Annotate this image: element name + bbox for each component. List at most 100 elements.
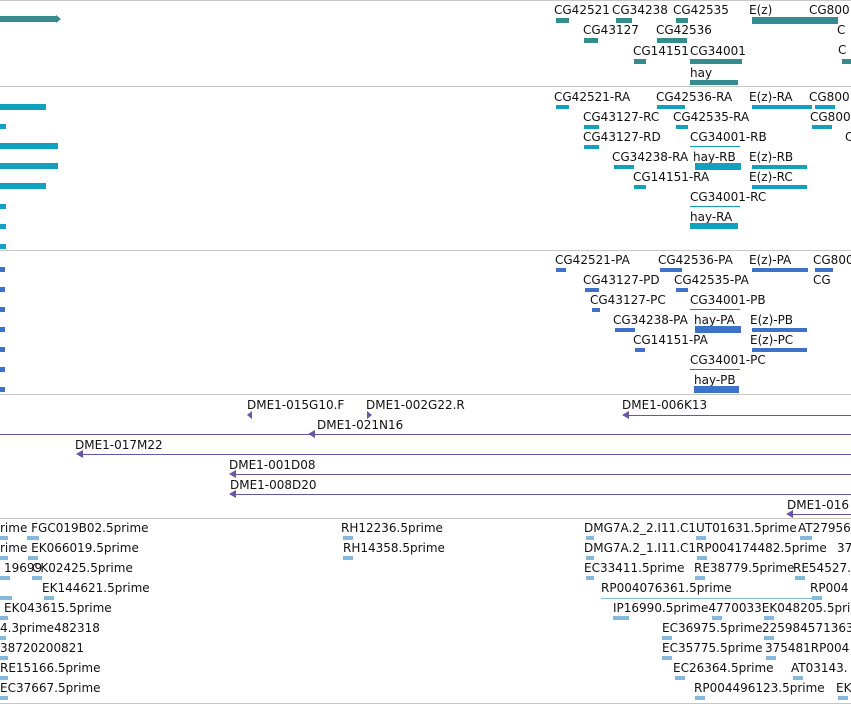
transcript-label[interactable]: CG42535-RA [673, 110, 750, 124]
transcript-label[interactable]: CG34001-RB [690, 130, 767, 144]
est-label[interactable]: rime EK066019.5prime [0, 541, 139, 555]
est-feature[interactable] [662, 636, 672, 640]
est-feature[interactable] [695, 576, 705, 580]
gene-label[interactable]: E(z) [749, 3, 773, 17]
est-feature[interactable] [764, 636, 774, 640]
est-feature[interactable] [0, 576, 10, 580]
est-feature[interactable] [0, 676, 8, 680]
gene-label[interactable]: CG34001 [690, 44, 746, 58]
transcript-feature[interactable] [815, 105, 835, 109]
protein-feature[interactable] [752, 328, 807, 332]
bac-label[interactable]: DME1-015G10.F [247, 398, 345, 412]
transcript-feature[interactable] [0, 143, 58, 149]
est-label[interactable]: RE54527. [793, 561, 851, 575]
transcript-feature[interactable] [812, 125, 832, 129]
bac-label[interactable]: DME1-008D20 [230, 478, 317, 492]
gene-label[interactable]: CG42536 [656, 23, 712, 37]
transcript-label[interactable]: hay-RA [690, 210, 733, 224]
gene-feature[interactable] [842, 59, 851, 64]
transcript-feature[interactable] [0, 204, 6, 209]
transcript-feature[interactable] [752, 165, 807, 169]
est-feature[interactable] [697, 556, 707, 560]
transcript-feature[interactable] [690, 223, 738, 229]
transcript-label[interactable]: E(z)-RC [749, 170, 793, 184]
est-label[interactable]: CK02425.5prime [32, 561, 133, 575]
protein-feature[interactable] [0, 327, 5, 332]
transcript-label[interactable]: CG14151-RA [633, 170, 710, 184]
transcript-label[interactable]: CG34238-RA [612, 150, 689, 164]
est-feature[interactable] [32, 576, 42, 580]
transcript-label[interactable]: CG34001-RC [690, 190, 767, 204]
transcript-feature[interactable] [752, 105, 812, 109]
protein-label[interactable]: CG34238-PA [613, 313, 688, 327]
protein-feature[interactable] [0, 307, 5, 312]
transcript-label[interactable]: CG43127-RC [583, 110, 660, 124]
protein-feature[interactable] [660, 268, 682, 272]
bac-label[interactable]: DME1-002G22.R [366, 398, 465, 412]
protein-label[interactable]: CG43127-PD [583, 273, 660, 287]
gene-label[interactable]: CG34238 [612, 3, 668, 17]
protein-label[interactable]: CG34001-PB [690, 293, 766, 307]
est-feature[interactable] [0, 536, 8, 540]
est-feature[interactable] [44, 596, 54, 600]
transcript-label[interactable]: CG800 [809, 90, 850, 104]
est-feature[interactable] [675, 676, 685, 680]
protein-feature[interactable] [694, 386, 739, 393]
transcript-feature[interactable] [752, 185, 807, 189]
est-feature[interactable] [586, 576, 594, 580]
transcript-feature[interactable] [0, 224, 6, 229]
transcript-feature[interactable] [676, 125, 688, 129]
est-label[interactable]: RP004 [810, 581, 849, 595]
protein-label[interactable]: E(z)-PB [750, 313, 794, 327]
protein-feature[interactable] [585, 288, 599, 292]
protein-feature[interactable] [0, 387, 5, 392]
gene-feature[interactable] [0, 16, 56, 22]
bac-label[interactable]: DME1-016 [787, 498, 850, 512]
est-label[interactable]: RH12236.5prime [341, 521, 443, 535]
est-label[interactable]: RE15166.5prime [0, 661, 101, 675]
est-feature[interactable] [712, 616, 722, 620]
est-feature[interactable] [764, 616, 774, 620]
protein-feature[interactable] [635, 348, 645, 352]
gene-feature[interactable] [657, 38, 687, 43]
bac-label[interactable]: DME1-017M22 [75, 438, 163, 452]
est-label[interactable]: RP004496123.5prime [694, 681, 825, 695]
est-feature[interactable] [838, 696, 848, 700]
est-label[interactable]: AT27956 [798, 521, 851, 535]
transcript-feature[interactable] [0, 104, 46, 110]
est-label[interactable]: 4.3prime482318 [0, 621, 100, 635]
transcript-label[interactable]: CG42521-RA [554, 90, 631, 104]
est-label[interactable]: EK144621.5prime [42, 581, 150, 595]
est-label[interactable]: RH14358.5prime [343, 541, 445, 555]
gene-label[interactable]: C [837, 23, 846, 37]
gene-label[interactable]: CG800 [809, 3, 850, 17]
est-label[interactable]: rime FGC019B02.5prime [0, 521, 149, 535]
est-feature[interactable] [0, 656, 8, 660]
protein-feature[interactable] [0, 367, 5, 372]
bac-label[interactable]: DME1-001D08 [229, 458, 316, 472]
transcript-label[interactable]: CG800 [810, 110, 851, 124]
est-feature[interactable] [0, 556, 8, 560]
bac-label[interactable]: DME1-006K13 [622, 398, 708, 412]
est-label[interactable]: DMG7A.2_1.I11.C1RP004174482.5prime [584, 541, 827, 555]
protein-feature[interactable] [815, 268, 833, 272]
est-label[interactable]: AT03143. [791, 661, 848, 675]
transcript-feature[interactable] [556, 105, 569, 109]
est-feature[interactable] [0, 696, 8, 700]
gene-feature[interactable] [616, 18, 632, 23]
transcript-label[interactable]: CG43127-RD [583, 130, 661, 144]
gene-label[interactable]: CG42521 [554, 3, 610, 17]
transcript-label[interactable]: E(z)-RA [749, 90, 793, 104]
est-feature[interactable] [613, 616, 629, 620]
est-label[interactable]: IP16990.5prime4770033EK048205.5prime [613, 601, 851, 615]
est-label[interactable]: EC26364.5prime [673, 661, 774, 675]
est-feature[interactable] [795, 576, 805, 580]
est-feature[interactable] [0, 596, 12, 600]
est-label[interactable]: 19699 [4, 561, 43, 575]
transcript-feature[interactable] [0, 163, 58, 169]
transcript-feature[interactable] [634, 185, 646, 189]
protein-feature[interactable] [615, 328, 635, 332]
gene-feature[interactable] [676, 18, 688, 23]
transcript-feature[interactable] [695, 163, 741, 170]
protein-label[interactable]: E(z)-PA [749, 253, 792, 267]
